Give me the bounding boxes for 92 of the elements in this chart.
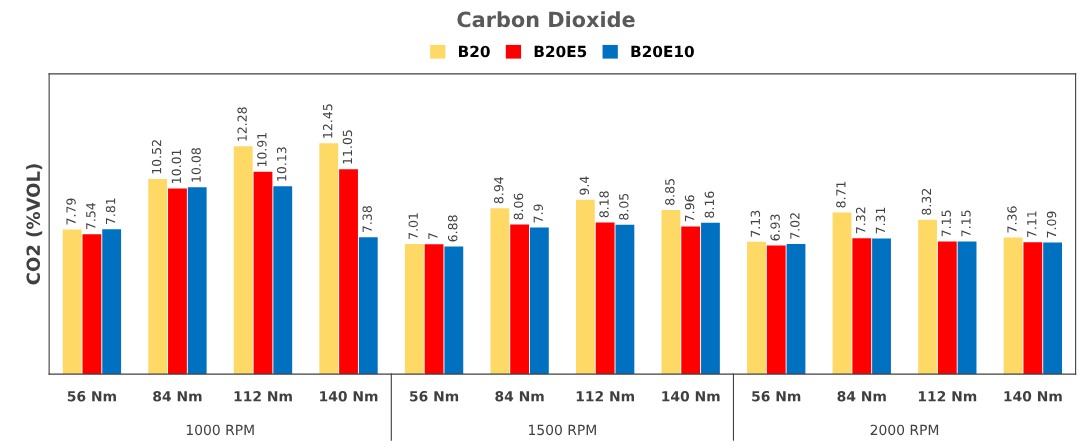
- data-label: 8.85: [665, 179, 675, 205]
- bar: [168, 188, 187, 375]
- x-tick-label: 112 Nm: [234, 390, 292, 402]
- data-label: 7.54: [86, 202, 96, 230]
- bar: [595, 222, 615, 375]
- bar: [404, 244, 424, 375]
- bar: [1003, 237, 1023, 375]
- bar: [661, 209, 681, 375]
- data-label: 7.01: [408, 213, 418, 239]
- text: 2000 RPM: [870, 424, 939, 436]
- bar: [1023, 242, 1043, 375]
- bar: [187, 187, 207, 375]
- data-label: 7.32: [855, 207, 866, 234]
- data-label: 10.08: [191, 148, 201, 182]
- bar: [832, 212, 852, 375]
- text: 1500 RPM: [529, 424, 596, 436]
- bar: [510, 224, 530, 375]
- data-label: 8.94: [494, 176, 504, 204]
- legend-label: B20: [459, 45, 490, 58]
- bar: [957, 241, 977, 375]
- x-tick-label: 140 Nm: [662, 390, 720, 402]
- bar: [937, 241, 957, 375]
- data-label: 8.71: [836, 181, 846, 208]
- data-label: 12.45: [322, 104, 333, 138]
- bar: [319, 143, 339, 375]
- data-label: 7: [428, 233, 438, 240]
- data-label: 7.9: [533, 204, 543, 223]
- text: 1000 RPM: [186, 424, 254, 436]
- data-label: 7.36: [1007, 206, 1017, 233]
- data-label: 6.88: [448, 215, 458, 242]
- bar: [786, 243, 806, 375]
- y-axis-title: CO2 (%VOL): [26, 164, 43, 285]
- x-tick-label: 56 Nm: [752, 391, 801, 402]
- data-label: 11.05: [342, 130, 353, 164]
- bar: [918, 219, 937, 375]
- bar: [102, 229, 122, 375]
- x-tick-label: 56 Nm: [67, 391, 116, 402]
- bar: [233, 146, 253, 375]
- data-label: 10.91: [257, 132, 267, 167]
- bar: [444, 246, 464, 375]
- data-label: 7.31: [875, 207, 886, 234]
- legend-label: B20E5: [534, 45, 587, 58]
- x-tick-label: 140 Nm: [1004, 390, 1062, 402]
- bar: [681, 226, 701, 375]
- bar: [852, 238, 872, 375]
- bar: [273, 186, 293, 375]
- bar: [358, 237, 378, 375]
- data-label: 8.06: [513, 193, 524, 220]
- bar: [615, 224, 635, 375]
- bar: [701, 222, 720, 375]
- data-label: 10.01: [171, 149, 182, 183]
- data-label: 7.96: [684, 195, 695, 222]
- x-tick-label: 140 Nm: [320, 390, 378, 402]
- bar: [62, 229, 82, 375]
- bar: [575, 199, 595, 375]
- data-label: 7.15: [941, 210, 951, 237]
- data-label: 8.16: [704, 191, 715, 218]
- data-label: 6.93: [770, 214, 780, 241]
- x-tick-label: 112 Nm: [576, 390, 635, 402]
- bar: [747, 241, 766, 375]
- bar: [253, 171, 273, 375]
- data-label: 8.32: [921, 189, 932, 215]
- data-label: 8.05: [619, 193, 629, 220]
- data-label: 7.09: [1046, 211, 1057, 238]
- bar: [424, 244, 444, 375]
- bar: [148, 178, 168, 375]
- data-label: 8.18: [599, 191, 609, 218]
- legend-label: B20E10: [631, 45, 694, 58]
- bar: [339, 169, 358, 375]
- x-tick-label: 84 Nm: [837, 390, 886, 402]
- x-tick-label: 112 Nm: [918, 390, 977, 402]
- bar: [1043, 242, 1063, 375]
- x-tick-label: 56 Nm: [410, 391, 459, 402]
- bar: [490, 208, 510, 375]
- bar: [82, 234, 102, 375]
- chart-title: Carbon Dioxide: [457, 11, 635, 28]
- bar: [529, 227, 549, 375]
- data-label: 7.79: [66, 198, 76, 225]
- bar: [766, 245, 786, 375]
- bar: [872, 238, 891, 375]
- data-label: 10.13: [276, 147, 287, 181]
- data-label: 7.81: [105, 198, 116, 225]
- data-label: 7.38: [362, 206, 372, 233]
- data-label: 7.11: [1027, 211, 1037, 238]
- data-label: 7.13: [750, 210, 761, 237]
- x-tick-label: 84 Nm: [153, 390, 202, 402]
- x-tick-label: 84 Nm: [495, 390, 544, 402]
- data-label: 9.4: [579, 176, 590, 195]
- data-label: 10.52: [151, 140, 162, 174]
- data-label: 7.15: [961, 210, 971, 237]
- data-label: 12.28: [237, 107, 247, 141]
- data-label: 7.02: [790, 213, 800, 239]
